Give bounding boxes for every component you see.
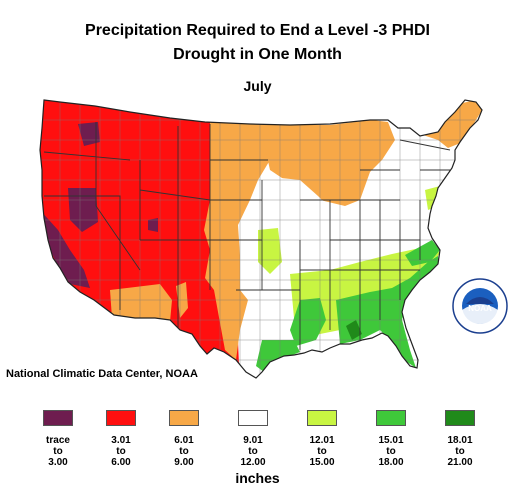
source-credit: National Climatic Data Center, NOAA (6, 368, 198, 380)
region-15-18-inches-lower-mississippi (290, 298, 326, 346)
region-12-15-inches-southeast (290, 248, 440, 338)
legend-label-1: trace to 3.00 (46, 435, 70, 468)
region-6-9-inches-northeast (420, 100, 482, 148)
legend-swatch-5 (307, 410, 337, 426)
legend-swatch-2 (106, 410, 136, 426)
legend-label-3: 6.01 to 9.00 (174, 435, 194, 468)
region-9-12-inches-midwest (262, 176, 328, 226)
noaa-logo: NOAA (452, 278, 508, 334)
us-outline (39, 99, 483, 379)
month-label: July (243, 78, 272, 94)
region-trace-3-inches-nevada (68, 188, 98, 232)
legend-label-2: 3.01 to 6.00 (111, 435, 131, 468)
map-title-line-2: Drought in One Month (173, 46, 342, 63)
legend-swatch-3 (169, 410, 199, 426)
legend-swatch-7 (445, 410, 475, 426)
region-6-9-inches-southwest (110, 284, 172, 322)
region-12-15-inches-ozarks (258, 228, 282, 274)
legend-label-5: 12.01 to 15.00 (309, 435, 335, 468)
region-15-18-inches-gulf-coast (336, 256, 440, 368)
region-18-21-inches-patch (346, 320, 362, 340)
map-title-line-1: Precipitation Required to End a Level -3… (85, 22, 430, 39)
region-6-9-inches-plains (204, 100, 270, 360)
region-15-18-inches-texas-coast (256, 340, 300, 372)
noaa-logo-text: NOAA (468, 304, 492, 313)
region-trace-3-inches-utah (148, 218, 158, 232)
region-15-18-inches-carolina-coast (405, 240, 440, 266)
legend-label-6: 15.01 to 18.00 (378, 435, 404, 468)
legend-swatch-1 (43, 410, 73, 426)
state-boundaries (43, 122, 451, 350)
legend-label-7: 18.01 to 21.00 (447, 435, 473, 468)
legend-units: inches (235, 470, 280, 486)
legend-swatch-4 (238, 410, 268, 426)
legend-label-4: 9.01 to 12.00 (240, 435, 266, 468)
legend-swatch-6 (376, 410, 406, 426)
region-trace-3-inches-california (40, 210, 90, 288)
